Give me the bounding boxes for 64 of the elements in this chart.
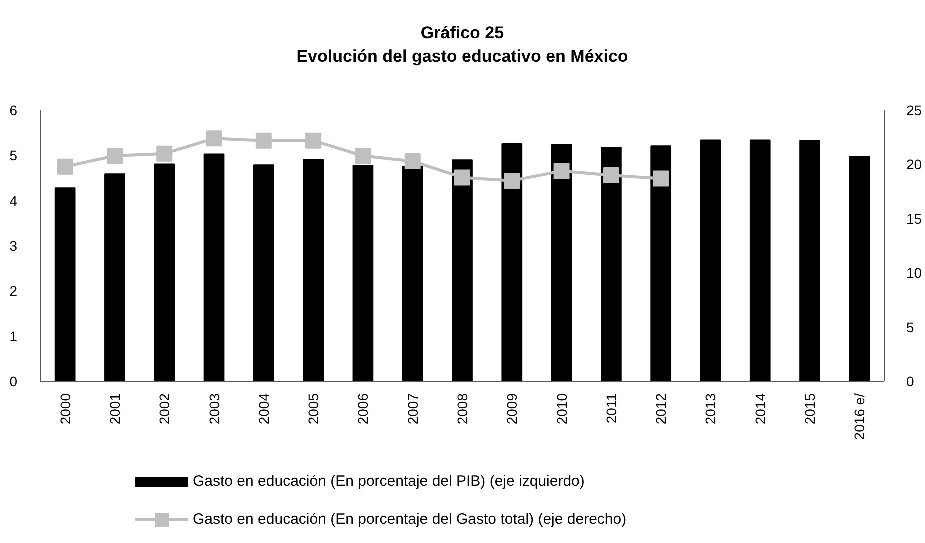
y-tick-label: 6 <box>10 102 18 118</box>
bar <box>104 174 126 382</box>
legend-label: Gasto en educación (En porcentaje del Gasto total) (eje derecho) <box>193 510 627 530</box>
x-tick-label: 2002 <box>156 393 173 425</box>
x-tick-label: 2006 <box>355 393 372 425</box>
x-tick-label: 2013 <box>702 393 719 425</box>
point <box>306 132 322 149</box>
point <box>355 148 372 164</box>
point <box>156 146 173 162</box>
bar <box>452 160 473 382</box>
bar <box>700 140 722 382</box>
y2-tick-label: 25 <box>906 102 922 118</box>
x-tick-label: 2005 <box>306 393 322 425</box>
point <box>504 172 520 189</box>
bar <box>601 147 622 382</box>
chart-title: Gráfico 25 <box>420 24 504 42</box>
point <box>57 158 74 175</box>
x-tick-label: 2003 <box>206 393 222 425</box>
bar <box>551 144 572 382</box>
x-tick-label: 2015 <box>802 393 818 425</box>
bar <box>352 165 374 382</box>
y-tick-label: 2 <box>10 283 18 300</box>
bar <box>750 140 771 382</box>
bar <box>849 156 870 382</box>
y-tick-label: 4 <box>10 192 18 209</box>
x-tick-label: 2007 <box>404 393 421 425</box>
y-tick-label: 1 <box>10 328 18 344</box>
x-tick-label: 2010 <box>554 393 570 425</box>
point <box>653 170 670 187</box>
legend-label: Gasto en educación (En porcentaje del PIB) (eje izquierdo) <box>193 472 585 492</box>
chart-subtitle: Evolución del gasto educativo en México <box>296 47 628 66</box>
x-tick-label: 2016 e/ <box>852 393 868 440</box>
point <box>206 130 222 147</box>
point <box>454 170 470 186</box>
x-tick-label: 2009 <box>504 393 520 425</box>
y2-tick-label: 0 <box>906 374 914 390</box>
point <box>256 132 272 149</box>
y-tick-label: 3 <box>10 238 18 254</box>
bar <box>253 164 274 382</box>
bar <box>800 140 820 382</box>
bar <box>204 154 225 382</box>
bar <box>303 159 324 382</box>
x-tick-label: 2000 <box>57 393 74 425</box>
bar <box>402 166 424 382</box>
x-tick-label: 2012 <box>653 393 670 425</box>
bar <box>154 164 176 382</box>
point <box>554 163 570 180</box>
bar <box>502 143 523 382</box>
y-tick-label: 0 <box>10 374 18 390</box>
point <box>404 153 421 170</box>
y2-tick-label: 10 <box>906 265 922 282</box>
bar <box>650 146 672 382</box>
y2-tick-label: 5 <box>906 319 914 336</box>
x-tick-label: 2011 <box>603 393 620 424</box>
y2-tick-label: 20 <box>906 156 922 173</box>
x-tick-label: 2008 <box>454 393 470 425</box>
y2-tick-label: 15 <box>906 210 922 227</box>
point <box>603 168 620 184</box>
x-tick-label: 2014 <box>752 393 768 425</box>
point <box>106 148 123 164</box>
x-tick-label: 2004 <box>256 393 272 425</box>
y-tick-label: 5 <box>10 148 18 164</box>
bar <box>54 188 76 382</box>
x-tick-label: 2001 <box>106 393 123 425</box>
